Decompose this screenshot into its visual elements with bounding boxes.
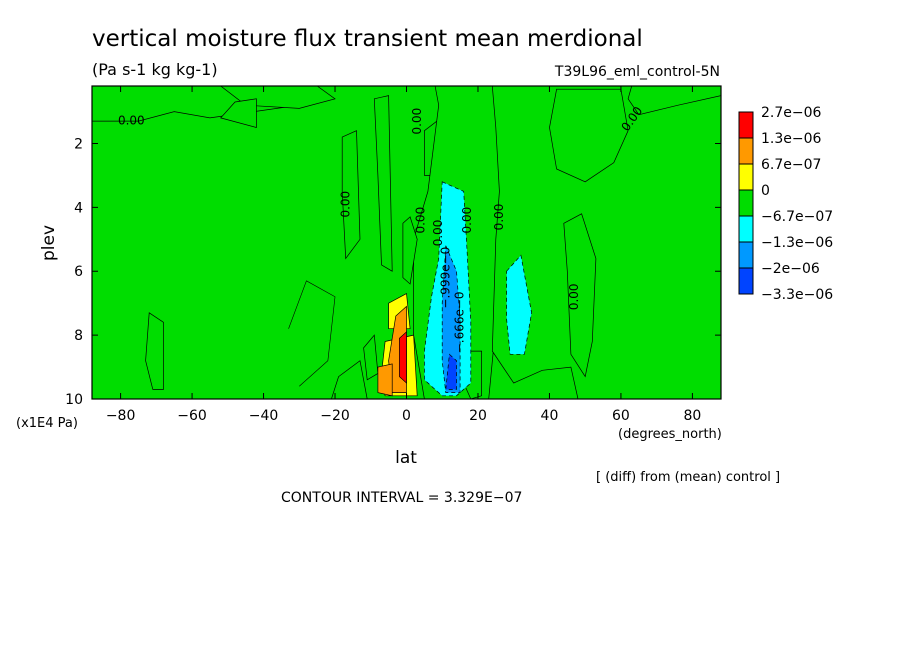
x-tick-label: −60 xyxy=(177,408,207,424)
contour-label: −.999e−0 xyxy=(438,247,452,309)
plot-area: 0.00 0.000.000.000.00 0.00 0.000.000.00−.66… xyxy=(91,85,722,400)
contour-region xyxy=(220,98,257,128)
colorbar-label: 1.3e−06 xyxy=(761,131,822,147)
contour-region xyxy=(399,331,407,384)
x-tick-label: 80 xyxy=(683,408,701,424)
contour-region xyxy=(341,130,361,260)
contour-region xyxy=(549,88,629,183)
colorbar-swatch xyxy=(738,163,754,191)
contour-interval-label: CONTOUR INTERVAL = 3.329E−07 xyxy=(281,490,522,506)
colorbar-swatch xyxy=(738,215,754,243)
y-tick-label: 6 xyxy=(74,264,83,280)
contour-region xyxy=(377,363,393,397)
contour-label: 0.00 xyxy=(567,283,581,310)
colorbar-label: 2.7e−06 xyxy=(761,105,822,121)
colorbar-label: 0 xyxy=(761,183,770,199)
x-axis: −80 −60 −40 −20 0 20 40 60 80 xyxy=(106,86,701,424)
x-tick-label: 40 xyxy=(541,408,559,424)
x-axis-units: (degrees_north) xyxy=(618,427,722,442)
colorbar-swatch xyxy=(738,137,754,165)
diff-note: [ (diff) from (mean) control ] xyxy=(596,470,780,485)
filled-contours xyxy=(92,86,721,399)
contour-label: 0.00 xyxy=(410,108,424,135)
colorbar-label: −3.3e−06 xyxy=(761,287,833,303)
contour-region xyxy=(506,254,532,355)
x-axis-label: lat xyxy=(395,448,417,468)
contour-label: 0.00 xyxy=(118,113,145,127)
contour-label: 0.00 xyxy=(413,207,427,234)
colorbar-swatch xyxy=(738,267,754,295)
contour-label: 0.00 xyxy=(431,220,445,247)
chart-subtitle: (Pa s-1 kg kg-1) xyxy=(92,60,218,79)
contour-label: 0.00 xyxy=(338,191,352,218)
x-tick-label: −20 xyxy=(320,408,350,424)
y-tick-label: 4 xyxy=(74,200,83,216)
contour-region xyxy=(563,213,597,378)
x-tick-label: −80 xyxy=(106,408,136,424)
colorbar-swatch xyxy=(738,111,754,139)
contour-label: −.666e−0 xyxy=(453,291,467,353)
x-tick-label: 0 xyxy=(402,408,411,424)
contour-label-group: 0.00 0.000.000.000.00 0.00 0.000.000.00−.66… xyxy=(118,104,645,353)
contour-label: 0.00 xyxy=(492,204,506,231)
experiment-label: T39L96_eml_control-5N xyxy=(554,64,720,80)
y-axis: 2 4 6 8 10 xyxy=(65,136,721,408)
x-tick-label: −40 xyxy=(249,408,279,424)
contour-region xyxy=(445,353,457,390)
y-tick-label: 10 xyxy=(65,392,83,408)
x-tick-label: 20 xyxy=(469,408,487,424)
colorbar-label: −6.7e−07 xyxy=(761,209,833,225)
colorbar: 2.7e−06 1.3e−06 6.7e−07 0 −6.7e−07 −1.3e−06 −2… xyxy=(738,105,833,303)
colorbar-swatch xyxy=(738,241,754,269)
y-axis-label: plev xyxy=(39,225,59,261)
colorbar-label: −2e−06 xyxy=(761,261,820,277)
contour-region xyxy=(491,86,721,399)
colorbar-label: 6.7e−07 xyxy=(761,157,821,173)
contour-region xyxy=(373,95,393,272)
contour-region xyxy=(402,216,418,285)
contour-region xyxy=(441,245,461,393)
contour-region xyxy=(331,360,368,399)
x-tick-label: 60 xyxy=(612,408,630,424)
colorbar-swatch xyxy=(738,189,754,217)
contour-line xyxy=(288,280,336,387)
contour-region xyxy=(145,312,164,390)
contour-label: 0.00 xyxy=(460,207,474,234)
y-tick-label: 2 xyxy=(74,136,83,152)
colorbar-label: −1.3e−06 xyxy=(761,235,833,251)
contour-region xyxy=(627,86,721,116)
y-tick-label: 8 xyxy=(74,328,83,344)
chart-title: vertical moisture flux transient mean me… xyxy=(92,26,643,52)
y-axis-units: (x1E4 Pa) xyxy=(16,416,78,431)
